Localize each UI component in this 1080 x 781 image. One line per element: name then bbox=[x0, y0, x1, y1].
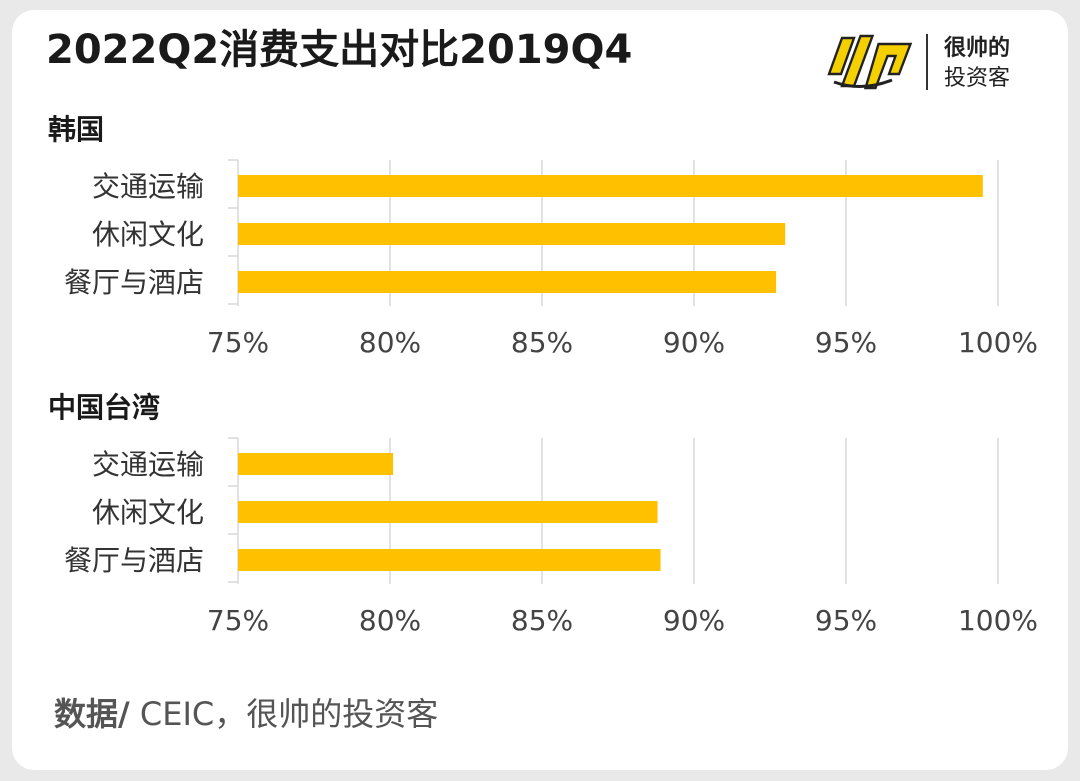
bar bbox=[238, 501, 658, 523]
chart-title-korea: 韩国 bbox=[48, 113, 105, 146]
category-label: 休闲文化 bbox=[92, 218, 204, 251]
bar bbox=[238, 223, 786, 245]
category-label: 餐厅与酒店 bbox=[64, 544, 204, 577]
x-tick-label: 95% bbox=[815, 604, 877, 637]
x-tick-label: 100% bbox=[958, 604, 1038, 637]
brand-logo: 很帅的 投资客 bbox=[822, 30, 1032, 96]
logo-text-line2: 投资客 bbox=[944, 66, 1011, 91]
x-tick-label: 95% bbox=[815, 326, 877, 359]
x-tick-label: 90% bbox=[663, 326, 725, 359]
chart-card bbox=[12, 10, 1068, 770]
x-tick-label: 75% bbox=[207, 604, 269, 637]
bar bbox=[238, 175, 983, 197]
source-text: CEIC，很帅的投资客 bbox=[129, 695, 439, 733]
category-label: 交通运输 bbox=[92, 448, 204, 481]
x-tick-label: 80% bbox=[359, 604, 421, 637]
page-title: 2022Q2消费支出对比2019Q4 bbox=[46, 27, 633, 73]
source-label: 数据/ bbox=[54, 695, 130, 733]
x-tick-label: 85% bbox=[511, 326, 573, 359]
bar bbox=[238, 453, 394, 475]
x-tick-label: 75% bbox=[207, 326, 269, 359]
chart-title-taiwan: 中国台湾 bbox=[48, 391, 161, 424]
category-label: 交通运输 bbox=[92, 170, 204, 203]
source-note: 数据/ CEIC，很帅的投资客 bbox=[54, 698, 438, 730]
logo-mark-icon bbox=[827, 34, 913, 90]
x-tick-label: 80% bbox=[359, 326, 421, 359]
logo-text-line1: 很帅的 bbox=[944, 36, 1011, 61]
bar bbox=[238, 549, 661, 571]
bar bbox=[238, 271, 777, 293]
x-tick-label: 90% bbox=[663, 604, 725, 637]
category-label: 休闲文化 bbox=[92, 496, 204, 529]
x-tick-label: 85% bbox=[511, 604, 573, 637]
category-label: 餐厅与酒店 bbox=[64, 266, 204, 299]
x-tick-label: 100% bbox=[958, 326, 1038, 359]
logo-divider bbox=[926, 34, 928, 90]
